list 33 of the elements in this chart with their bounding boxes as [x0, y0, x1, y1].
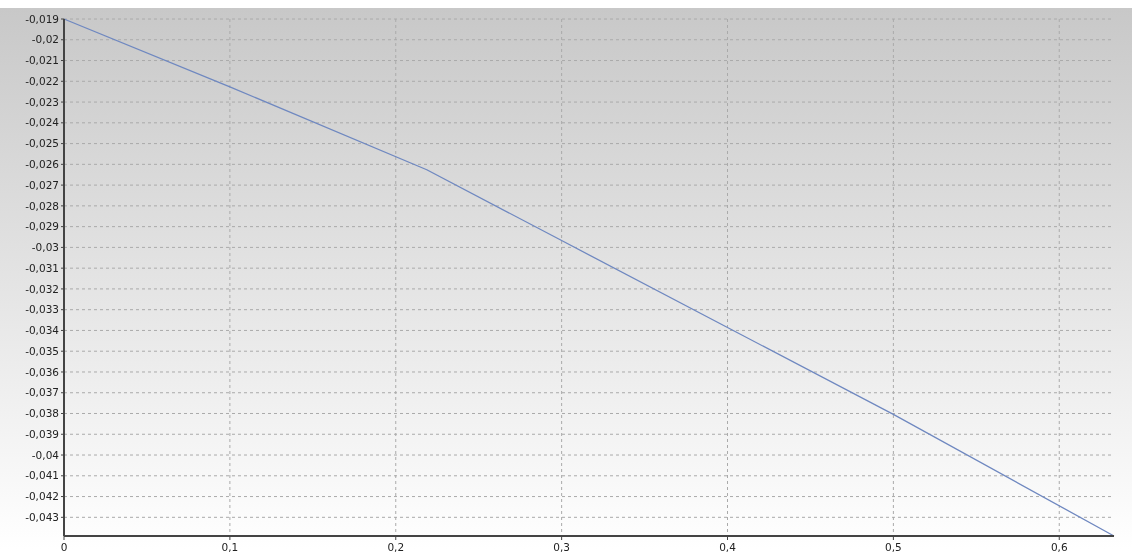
y-tick-label: -0,039 — [25, 427, 59, 440]
x-tick-label: 0,4 — [719, 541, 737, 553]
x-tick-label: 0 — [60, 541, 68, 553]
y-tick-label: -0,032 — [25, 282, 59, 295]
y-tick-label: -0,027 — [25, 178, 59, 191]
y-tick-label: -0,035 — [25, 344, 59, 357]
y-tick-label: -0,028 — [25, 199, 59, 212]
x-tick-label: 0,6 — [1050, 541, 1068, 553]
x-tick-label: 0,5 — [885, 541, 902, 553]
x-tick-label: 0,1 — [221, 541, 239, 553]
y-tick-label: -0,02 — [31, 33, 59, 46]
y-tick-label: -0,021 — [25, 54, 59, 67]
y-tick-label: -0,04 — [31, 448, 60, 461]
y-tick-label: -0,031 — [25, 261, 59, 274]
y-tick-label: -0,026 — [25, 158, 60, 171]
y-tick-label: -0,037 — [25, 386, 59, 399]
y-tick-label: -0,023 — [25, 95, 59, 108]
y-tick-label: -0,029 — [25, 220, 59, 233]
y-tick-label: -0,043 — [25, 510, 59, 523]
x-tick-label: 0,2 — [387, 541, 405, 553]
y-tick-label: -0,042 — [25, 490, 59, 503]
x-tick-label: 0,3 — [553, 541, 570, 553]
y-tick-label: -0,022 — [25, 74, 59, 87]
y-tick-label: -0,036 — [25, 365, 60, 378]
line-series — [63, 18, 1115, 537]
y-tick-label: -0,024 — [25, 116, 60, 129]
y-tick-label: -0,041 — [25, 469, 59, 482]
y-tick-label: -0,025 — [25, 137, 59, 150]
y-tick-label: -0,038 — [25, 407, 59, 420]
y-tick-label: -0,033 — [25, 303, 59, 316]
y-tick-label: -0,019 — [25, 12, 59, 25]
y-tick-label: -0,034 — [25, 324, 60, 337]
y-tick-label: -0,03 — [31, 241, 59, 254]
